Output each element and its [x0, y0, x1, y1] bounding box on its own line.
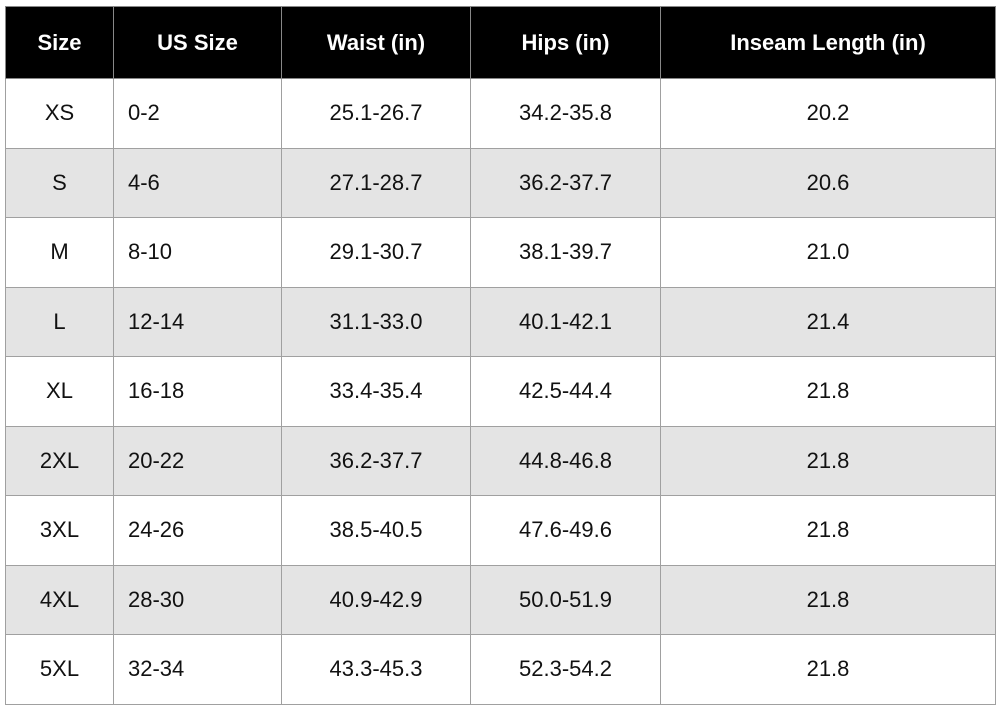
cell-size: 4XL [5, 564, 114, 635]
cell-size: 3XL [5, 495, 114, 566]
cell-size: XS [5, 78, 114, 149]
table-row: 5XL 32-34 43.3-45.3 52.3-54.2 21.8 [5, 634, 996, 705]
cell-us-size: 28-30 [113, 564, 282, 635]
cell-waist: 38.5-40.5 [281, 495, 471, 566]
size-chart-table: Size US Size Waist (in) Hips (in) Inseam Len… [5, 6, 996, 705]
table-row: 2XL 20-22 36.2-37.7 44.8-46.8 21.8 [5, 425, 996, 496]
cell-hips: 38.1-39.7 [470, 217, 661, 288]
cell-size: M [5, 217, 114, 288]
cell-size: XL [5, 356, 114, 427]
cell-hips: 47.6-49.6 [470, 495, 661, 566]
cell-waist: 25.1-26.7 [281, 78, 471, 149]
cell-hips: 50.0-51.9 [470, 564, 661, 635]
table-row: S 4-6 27.1-28.7 36.2-37.7 20.6 [5, 147, 996, 218]
cell-inseam: 20.2 [660, 78, 996, 149]
table-row: 3XL 24-26 38.5-40.5 47.6-49.6 21.8 [5, 495, 996, 566]
cell-inseam: 21.8 [660, 634, 996, 705]
cell-us-size: 16-18 [113, 356, 282, 427]
table-row: XS 0-2 25.1-26.7 34.2-35.8 20.2 [5, 78, 996, 149]
table-row: L 12-14 31.1-33.0 40.1-42.1 21.4 [5, 286, 996, 357]
cell-inseam: 20.6 [660, 147, 996, 218]
cell-waist: 29.1-30.7 [281, 217, 471, 288]
cell-size: L [5, 286, 114, 357]
cell-waist: 43.3-45.3 [281, 634, 471, 705]
cell-waist: 31.1-33.0 [281, 286, 471, 357]
cell-inseam: 21.8 [660, 425, 996, 496]
table-row: XL 16-18 33.4-35.4 42.5-44.4 21.8 [5, 356, 996, 427]
cell-inseam: 21.8 [660, 495, 996, 566]
cell-size: 2XL [5, 425, 114, 496]
cell-size: 5XL [5, 634, 114, 705]
cell-us-size: 24-26 [113, 495, 282, 566]
cell-size: S [5, 147, 114, 218]
cell-waist: 36.2-37.7 [281, 425, 471, 496]
header-size: Size [5, 6, 114, 79]
cell-us-size: 12-14 [113, 286, 282, 357]
header-row: Size US Size Waist (in) Hips (in) Inseam Len… [5, 6, 996, 79]
cell-hips: 44.8-46.8 [470, 425, 661, 496]
header-hips: Hips (in) [470, 6, 661, 79]
table-row: M 8-10 29.1-30.7 38.1-39.7 21.0 [5, 217, 996, 288]
cell-us-size: 8-10 [113, 217, 282, 288]
cell-inseam: 21.4 [660, 286, 996, 357]
cell-hips: 34.2-35.8 [470, 78, 661, 149]
cell-waist: 40.9-42.9 [281, 564, 471, 635]
cell-us-size: 0-2 [113, 78, 282, 149]
cell-inseam: 21.0 [660, 217, 996, 288]
cell-us-size: 4-6 [113, 147, 282, 218]
table-row: 4XL 28-30 40.9-42.9 50.0-51.9 21.8 [5, 564, 996, 635]
cell-hips: 52.3-54.2 [470, 634, 661, 705]
cell-hips: 40.1-42.1 [470, 286, 661, 357]
cell-inseam: 21.8 [660, 356, 996, 427]
cell-waist: 27.1-28.7 [281, 147, 471, 218]
cell-hips: 42.5-44.4 [470, 356, 661, 427]
header-waist: Waist (in) [281, 6, 471, 79]
cell-hips: 36.2-37.7 [470, 147, 661, 218]
cell-us-size: 20-22 [113, 425, 282, 496]
header-inseam: Inseam Length (in) [660, 6, 996, 79]
cell-inseam: 21.8 [660, 564, 996, 635]
cell-waist: 33.4-35.4 [281, 356, 471, 427]
header-us-size: US Size [113, 6, 282, 79]
cell-us-size: 32-34 [113, 634, 282, 705]
